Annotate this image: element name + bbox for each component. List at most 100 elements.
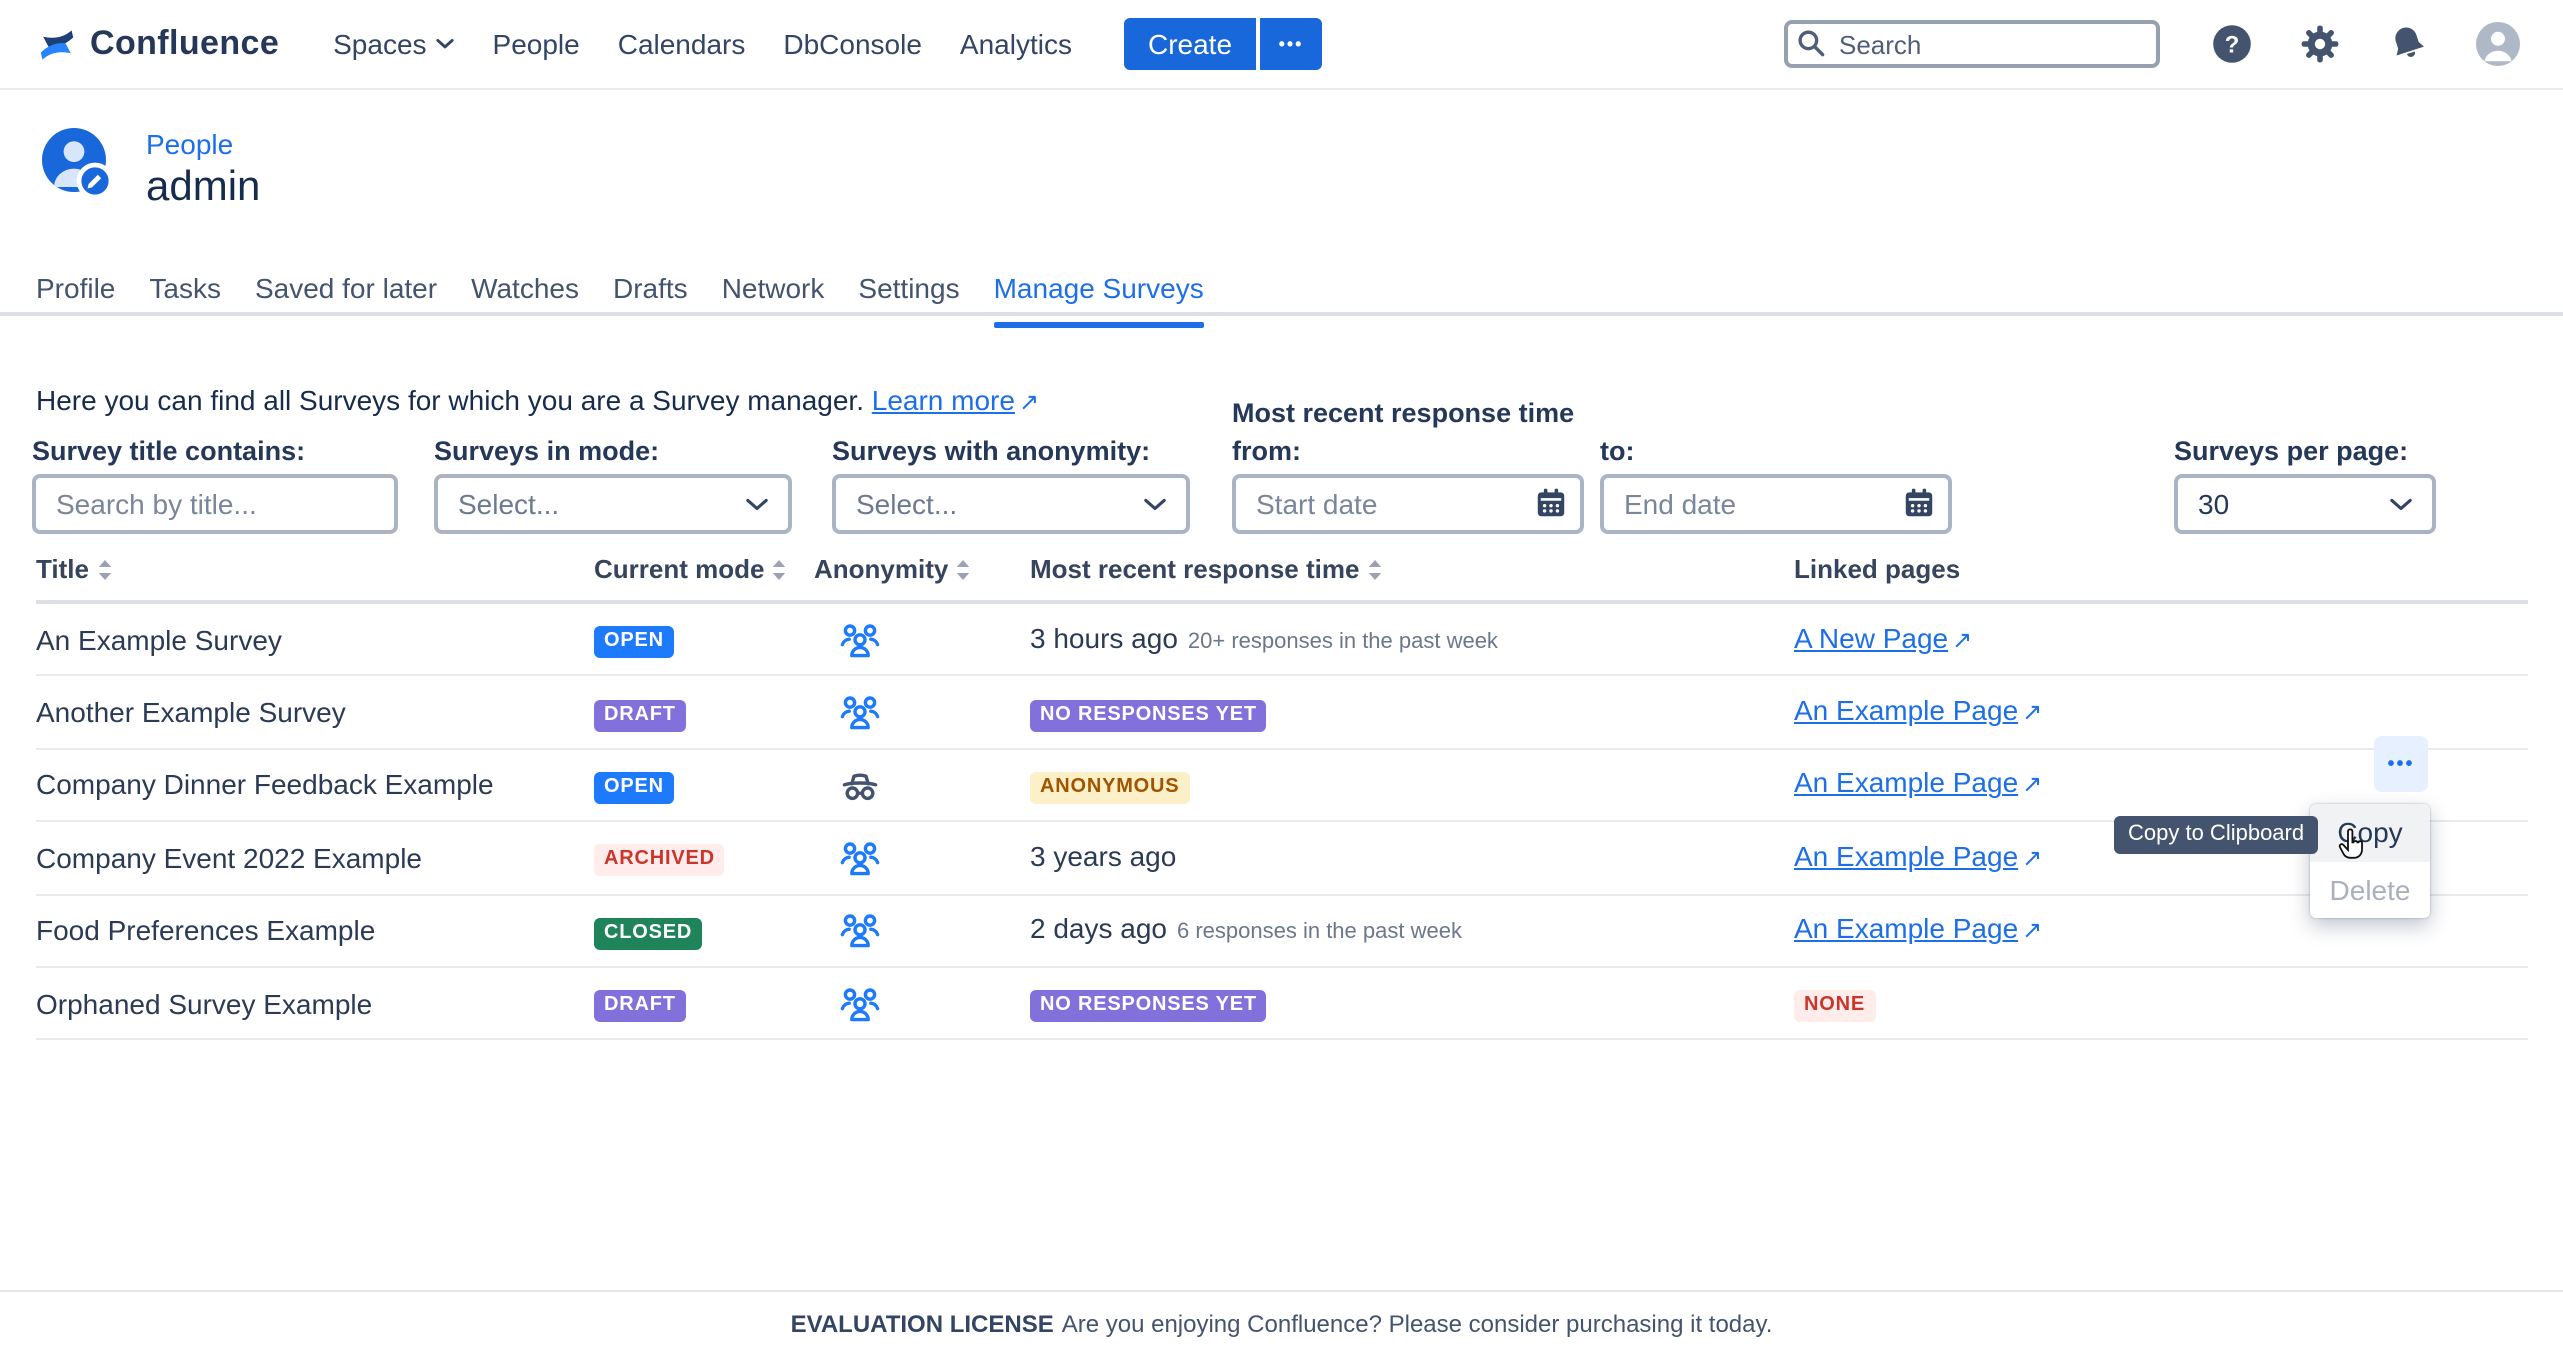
profile-avatar[interactable]: [40, 126, 114, 210]
sort-icon: [770, 557, 788, 581]
column-header-response-time[interactable]: Most recent response time: [1030, 554, 1794, 584]
filter-mode-label: Surveys in mode:: [434, 436, 660, 466]
learn-more-link[interactable]: Learn more: [871, 384, 1015, 416]
top-navigation: Confluence Spaces People Calendars DbCon…: [0, 0, 2563, 90]
tab-saved-for-later[interactable]: Saved for later: [254, 272, 438, 304]
create-button[interactable]: Create: [1123, 18, 1257, 70]
response-time: 3 years ago: [1030, 839, 1177, 872]
tab-profile[interactable]: Profile: [36, 272, 116, 304]
filter-to-label: to:: [1600, 436, 1635, 466]
notifications-button[interactable]: [2387, 24, 2427, 64]
filter-anonymity-field: Select...: [832, 474, 1190, 534]
external-link-icon: ↗: [2022, 843, 2043, 872]
tab-settings[interactable]: Settings: [858, 272, 960, 304]
nav-item-people[interactable]: People: [492, 28, 580, 60]
mouse-cursor: [2338, 828, 2368, 862]
avatar-icon: [2475, 22, 2519, 72]
row-actions-button[interactable]: •••: [2374, 736, 2428, 792]
filter-mode-field: Select...: [434, 474, 792, 534]
chevron-down-icon: [2390, 497, 2412, 511]
chevron-down-icon: [436, 38, 455, 50]
response-time: 3 hours ago: [1030, 621, 1178, 654]
response-status-badge: ANONYMOUS: [1030, 771, 1190, 804]
anonymity-select[interactable]: Select...: [832, 474, 1190, 534]
linked-page-link[interactable]: An Example Page: [1794, 839, 2019, 872]
filter-from-field: [1232, 474, 1584, 534]
create-more-button[interactable]: •••: [1260, 18, 1323, 70]
table-row: Company Dinner Feedback Example OPEN ANONY…: [36, 750, 2528, 823]
search-icon: [1795, 28, 1825, 68]
settings-button[interactable]: [2299, 24, 2339, 64]
gear-icon: [2299, 25, 2339, 70]
linked-page-link[interactable]: An Example Page: [1794, 694, 2019, 727]
search-input[interactable]: [1783, 20, 2159, 68]
table-body: An Example Survey OPEN 3 hours ago 20+ resp…: [36, 604, 2528, 1041]
confluence-logo-icon: [40, 27, 74, 61]
column-header-title[interactable]: Title: [36, 554, 594, 584]
nav-item-spaces[interactable]: Spaces: [333, 28, 455, 60]
survey-title: An Example Survey: [36, 623, 282, 656]
mode-badge: OPEN: [594, 626, 674, 659]
end-date-input[interactable]: [1600, 474, 1952, 534]
per-page-select[interactable]: 30: [2174, 474, 2436, 534]
external-link-icon: ↗: [1952, 625, 1973, 654]
people-group-icon: [840, 914, 880, 957]
survey-title-input[interactable]: [32, 474, 398, 534]
mode-badge: CLOSED: [594, 917, 703, 950]
filter-per-page-field: 30: [2174, 474, 2436, 534]
mode-badge: DRAFT: [594, 990, 686, 1023]
linked-page-link[interactable]: An Example Page: [1794, 766, 2019, 799]
nav-item-dbconsole[interactable]: DbConsole: [783, 28, 922, 60]
tab-tasks[interactable]: Tasks: [149, 272, 221, 304]
tab-drafts[interactable]: Drafts: [613, 272, 688, 304]
response-status-badge: NO RESPONSES YET: [1030, 699, 1267, 732]
people-group-icon: [840, 696, 880, 738]
table-header-row: Title Current mode Anonymity Most recent…: [36, 554, 2528, 604]
start-date-input[interactable]: [1232, 474, 1584, 534]
footer-license-label: EVALUATION LICENSE: [790, 1310, 1054, 1338]
column-header-current-mode[interactable]: Current mode: [594, 554, 814, 584]
filter-from-label: from:: [1232, 436, 1301, 466]
confluence-logo[interactable]: Confluence: [40, 24, 279, 64]
edit-pencil-badge: [76, 162, 114, 200]
copy-to-clipboard-tooltip: Copy to Clipboard: [2114, 816, 2319, 854]
linked-none-badge: NONE: [1794, 990, 1875, 1023]
footer: EVALUATION LICENSE Are you enjoying Confl…: [0, 1290, 2563, 1352]
tab-watches[interactable]: Watches: [471, 272, 579, 304]
linked-page-link[interactable]: A New Page: [1794, 621, 1949, 654]
user-menu-button[interactable]: [2475, 22, 2519, 66]
bell-icon: [2387, 27, 2427, 70]
mode-badge: ARCHIVED: [594, 844, 725, 877]
survey-title: Orphaned Survey Example: [36, 987, 373, 1020]
tab-manage-surveys[interactable]: Manage Surveys: [993, 272, 1204, 328]
filter-to-field: [1600, 474, 1952, 534]
external-link-icon: ↗: [1018, 388, 1040, 416]
external-link-icon: ↗: [2022, 698, 2043, 727]
intro-text: Here you can find all Surveys for which …: [36, 384, 1040, 416]
logo-text: Confluence: [90, 24, 280, 62]
survey-title: Company Dinner Feedback Example: [36, 768, 494, 801]
response-note: 6 responses in the past week: [1177, 920, 1462, 945]
people-group-icon: [840, 987, 880, 1029]
page-title: admin: [146, 164, 261, 210]
help-button[interactable]: ?: [2211, 24, 2251, 64]
linked-page-link[interactable]: An Example Page: [1794, 912, 2019, 945]
filter-per-page-label: Surveys per page:: [2174, 436, 2409, 466]
more-dots-icon: •••: [2387, 753, 2415, 775]
breadcrumb-people-link[interactable]: People: [146, 128, 234, 160]
column-header-anonymity[interactable]: Anonymity: [814, 554, 1030, 584]
menu-item-delete[interactable]: Delete: [2329, 873, 2411, 906]
external-link-icon: ↗: [2022, 770, 2043, 799]
response-status-badge: NO RESPONSES YET: [1030, 990, 1267, 1023]
tab-network[interactable]: Network: [721, 272, 825, 304]
nav-item-calendars[interactable]: Calendars: [617, 28, 746, 60]
table-row: Another Example Survey DRAFT NO RESPONSES …: [36, 677, 2528, 750]
menu-item-copy[interactable]: Copy: [2310, 804, 2430, 861]
mode-select[interactable]: Select...: [434, 474, 792, 534]
mode-badge: OPEN: [594, 771, 674, 804]
response-time: 2 days ago: [1030, 912, 1167, 945]
response-time-group-label: Most recent response time: [1232, 398, 1575, 428]
nav-item-analytics[interactable]: Analytics: [959, 28, 1072, 60]
surveys-table: Title Current mode Anonymity Most recent…: [36, 554, 2528, 1041]
